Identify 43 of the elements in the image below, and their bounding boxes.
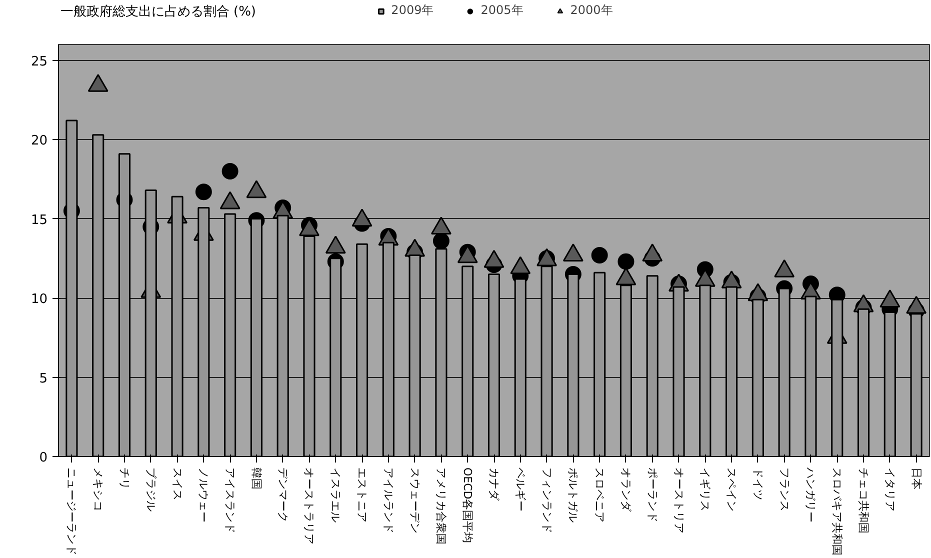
x-tick-label: チェコ共和国	[857, 468, 870, 534]
x-tick-label: オランダ	[619, 468, 632, 512]
x-tick-label: ニュージーランド	[65, 468, 78, 556]
x-tick-label: スロベニア	[593, 468, 606, 522]
x-tick-label: エストニア	[356, 468, 369, 522]
y-tick-label: 5	[39, 371, 48, 386]
y-axis-title: 一般政府総支出に占める割合 (%)	[60, 4, 256, 20]
x-tick-label: カナダ	[488, 468, 500, 502]
x-tick-label: 韓国	[250, 468, 263, 490]
x-tick-label: スロバキア共和国	[830, 468, 844, 556]
x-tick-label: ドイツ	[751, 468, 764, 500]
legend-label: 2000年	[570, 2, 613, 19]
x-tick-label: OECD各国平均	[461, 468, 474, 544]
x-tick-label: ベルギー	[514, 468, 527, 512]
x-tick-label: スウェーデン	[408, 468, 422, 534]
x-tick-label: フィンランド	[540, 468, 554, 534]
y-tick-label: 10	[30, 292, 48, 308]
x-tick-label: イスラエル	[329, 468, 342, 522]
x-tick-label: イタリア	[883, 468, 896, 512]
y-tick-label: 25	[30, 54, 48, 70]
x-tick-label: オーストリア	[672, 468, 686, 534]
x-tick-label: スペイン	[725, 468, 738, 512]
x-tick-label: イギリス	[698, 468, 712, 512]
x-tick-label: フランス	[778, 468, 791, 512]
x-tick-label: オーストラリア	[302, 468, 316, 544]
legend-label: 2009年	[391, 2, 434, 19]
x-tick-label: チリ	[118, 468, 131, 490]
x-tick-label: アメリカ合衆国	[434, 468, 448, 544]
x-tick-label: ハンガリー	[804, 466, 818, 522]
x-tick-label: アイルランド	[382, 468, 395, 534]
x-tick-label: デンマーク	[276, 468, 290, 522]
x-tick-label: ポルトガル	[566, 468, 580, 522]
x-tick-label: ノルウェー	[197, 468, 210, 522]
x-tick-label: ブラジル	[144, 468, 158, 512]
x-tick-label: ポーランド	[646, 468, 659, 522]
y-tick-label: 0	[39, 450, 48, 466]
x-tick-label: 日本	[910, 468, 923, 490]
y-tick-label: 15	[30, 212, 48, 228]
x-tick-label: アイスランド	[224, 468, 237, 534]
legend-label: 2005年	[480, 2, 524, 19]
y-tick-label: 20	[30, 134, 48, 149]
x-tick-label: メキシコ	[92, 468, 105, 512]
x-tick-label: スイス	[170, 468, 184, 500]
